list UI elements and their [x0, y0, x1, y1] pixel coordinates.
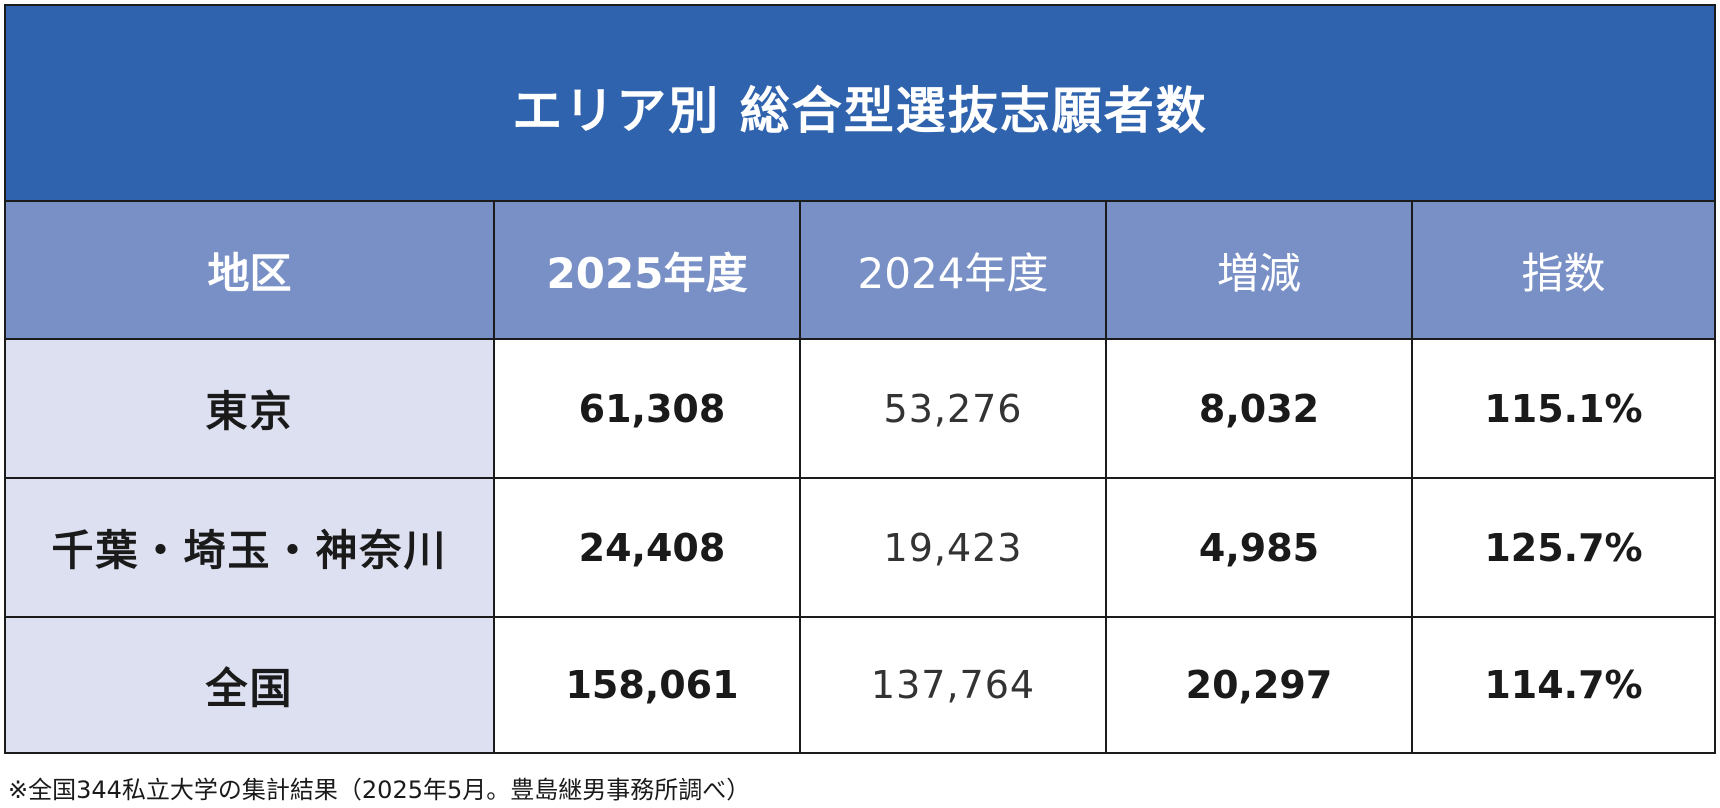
cell-2025-chiba-saitama-kanagawa: 24,408 [495, 479, 799, 616]
applicants-table: エリア別 総合型選抜志願者数 地区 2025年度 2024年度 増減 指数 東京… [4, 4, 1716, 754]
header-change: 増減 [1107, 202, 1411, 338]
cell-change-tokyo: 8,032 [1107, 340, 1411, 477]
footnote: ※全国344私立大学の集計結果（2025年5月。豊島継男事務所調べ） [8, 776, 751, 804]
cell-index-tokyo: 115.1% [1413, 340, 1714, 477]
cell-2024-tokyo: 53,276 [801, 340, 1105, 477]
row-region-nationwide: 全国 [6, 618, 493, 752]
cell-change-chiba-saitama-kanagawa: 4,985 [1107, 479, 1411, 616]
row-region-chiba-saitama-kanagawa: 千葉・埼玉・神奈川 [6, 479, 493, 616]
table-title-bar: エリア別 総合型選抜志願者数 [6, 6, 1714, 200]
header-2025: 2025年度 [495, 202, 799, 338]
table-title: エリア別 総合型選抜志願者数 [512, 82, 1208, 140]
cell-change-nationwide: 20,297 [1107, 618, 1411, 752]
header-2024: 2024年度 [801, 202, 1105, 338]
cell-index-nationwide: 114.7% [1413, 618, 1714, 752]
row-region-tokyo: 東京 [6, 340, 493, 477]
cell-2024-nationwide: 137,764 [801, 618, 1105, 752]
header-region: 地区 [6, 202, 493, 338]
table-grid: 地区 2025年度 2024年度 増減 指数 東京 61,308 53,276 … [6, 202, 1714, 752]
header-index: 指数 [1413, 202, 1714, 338]
cell-2025-tokyo: 61,308 [495, 340, 799, 477]
cell-2024-chiba-saitama-kanagawa: 19,423 [801, 479, 1105, 616]
cell-2025-nationwide: 158,061 [495, 618, 799, 752]
cell-index-chiba-saitama-kanagawa: 125.7% [1413, 479, 1714, 616]
